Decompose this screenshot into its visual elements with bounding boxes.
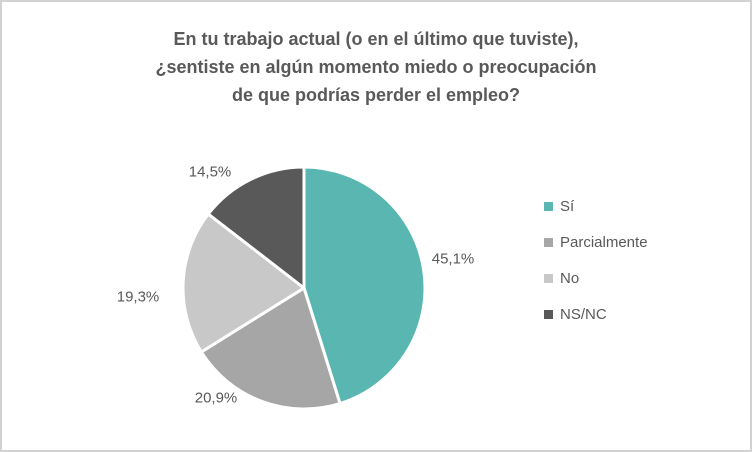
legend-swatch-icon <box>544 309 553 319</box>
slice-label-no: 19,3% <box>116 288 160 306</box>
legend-swatch-icon <box>544 237 553 247</box>
pie-slice-no <box>181 212 306 354</box>
legend-label: No <box>560 269 580 287</box>
legend: Sí Parcialmente No NS/NC <box>544 188 648 332</box>
legend-item-s-: Sí <box>544 188 648 224</box>
chart-title-line-2: ¿sentiste en algún momento miedo o preoc… <box>155 57 597 77</box>
legend-item-parcialmente: Parcialmente <box>544 224 648 260</box>
legend-label: Sí <box>560 197 575 215</box>
pie-slice-parcialmente <box>199 286 342 411</box>
legend-label: NS/NC <box>560 305 607 323</box>
chart-title-line-3: de que podrías perder el empleo? <box>231 85 521 105</box>
legend-label: Parcialmente <box>560 233 648 251</box>
pie-slice-s- <box>302 165 427 406</box>
slice-label-parcialmente: 20,9% <box>194 389 238 407</box>
slice-label-ns-nc: 14,5% <box>188 163 232 181</box>
legend-item-ns-nc: NS/NC <box>544 296 648 332</box>
pie-slice-ns-nc <box>206 165 306 290</box>
legend-swatch-icon <box>544 201 553 211</box>
chart-title-line-1: En tu trabajo actual (o en el último que… <box>173 29 579 49</box>
legend-swatch-icon <box>544 273 553 283</box>
chart-title: En tu trabajo actual (o en el último que… <box>2 25 750 109</box>
legend-item-no: No <box>544 260 648 296</box>
slice-label-s-: 45,1% <box>431 250 475 268</box>
